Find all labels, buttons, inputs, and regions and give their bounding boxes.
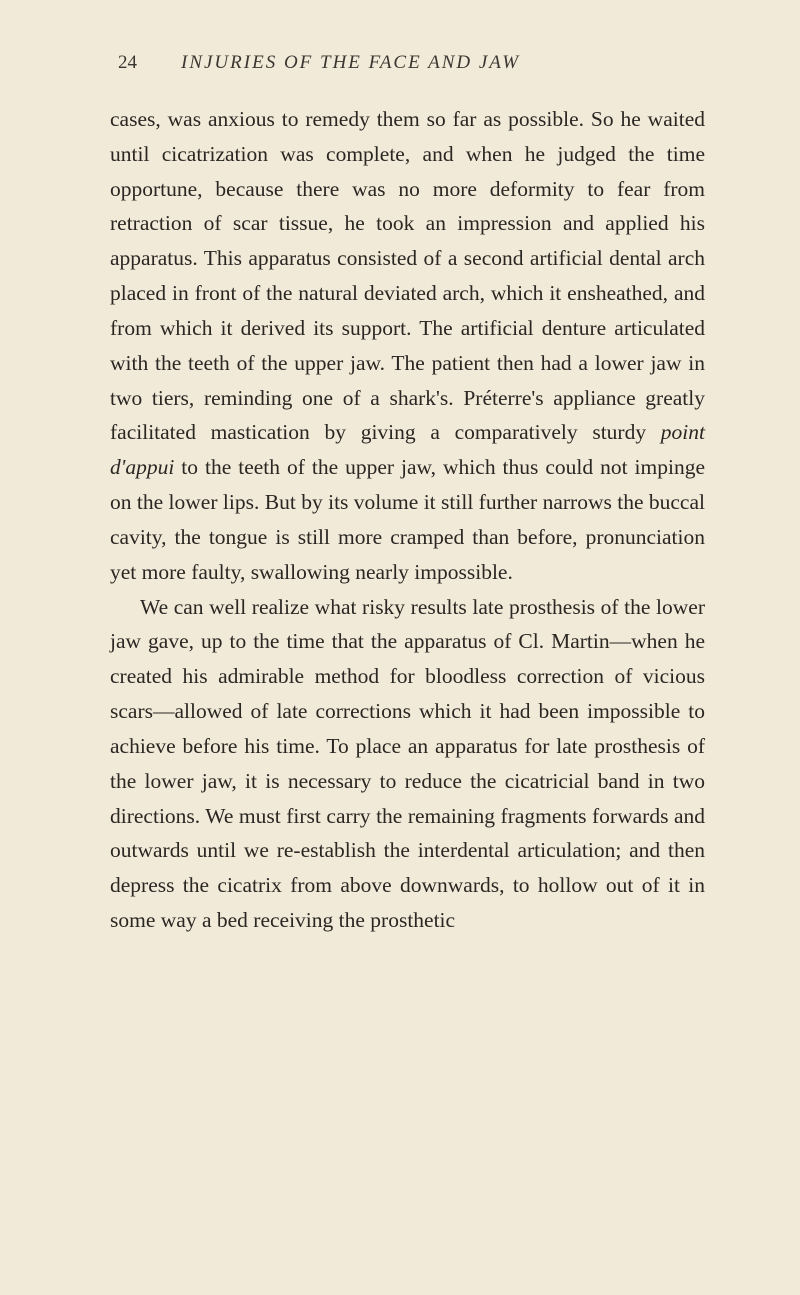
body-text: cases, was anxious to remedy them so far… [110,102,705,938]
p1-text-part1: cases, was anxious to remedy them so far… [110,107,705,444]
p1-text-part2: to the teeth of the upper jaw, which thu… [110,455,705,583]
paragraph-2: We can well realize what risky results l… [110,590,705,938]
page-header: 24 INJURIES OF THE FACE AND JAW [110,52,705,74]
running-title: INJURIES OF THE FACE AND JAW [181,52,520,74]
page-number: 24 [118,52,137,74]
paragraph-1: cases, was anxious to remedy them so far… [110,102,705,590]
